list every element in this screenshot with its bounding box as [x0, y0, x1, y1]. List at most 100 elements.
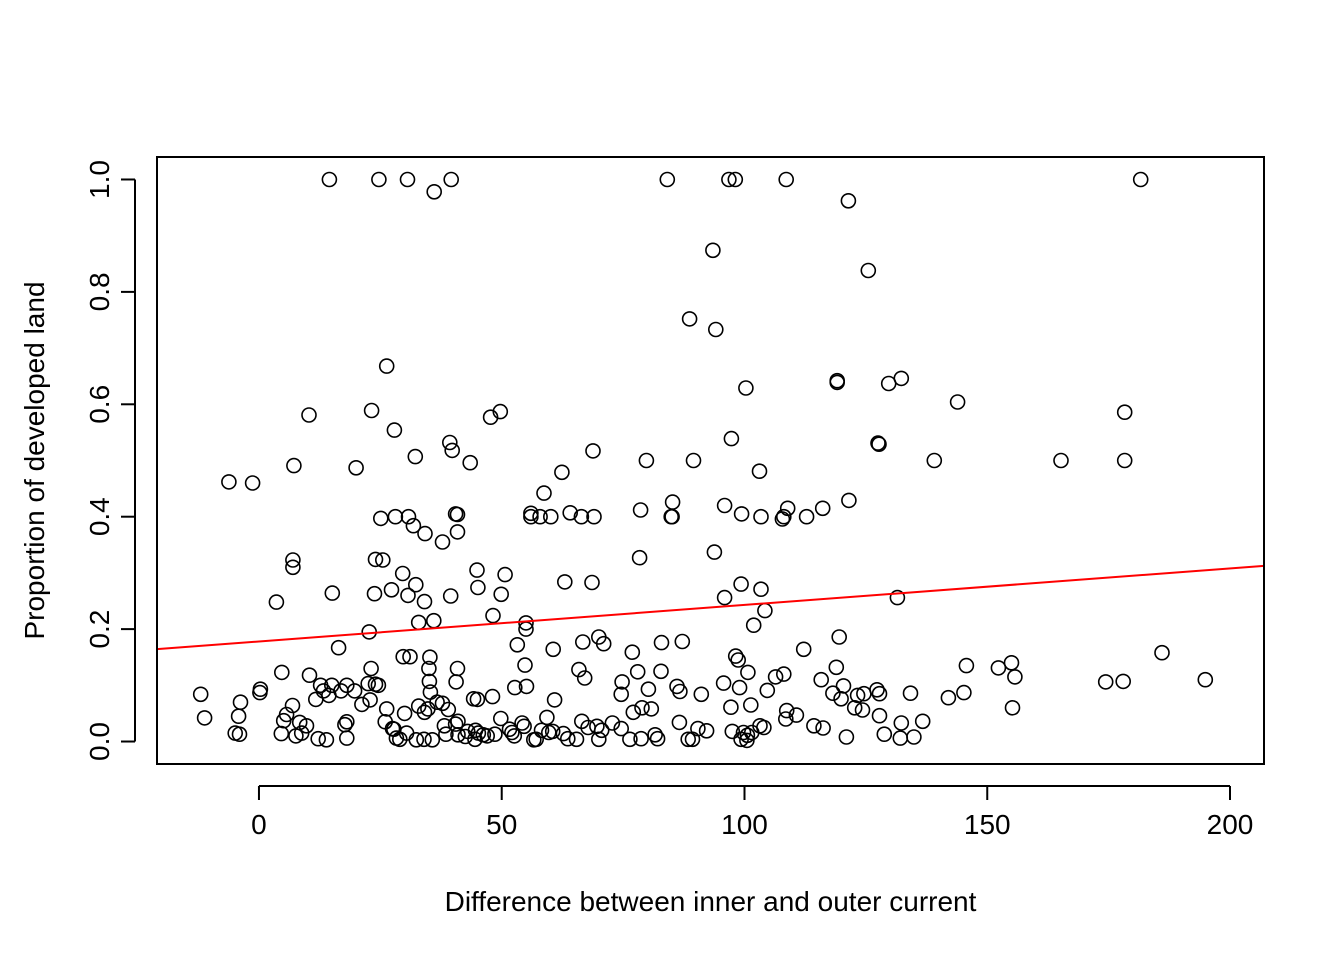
data-point: [742, 697, 759, 713]
data-point: [775, 508, 792, 525]
data-point: [856, 685, 872, 702]
data-point: [386, 721, 402, 738]
data-point: [622, 731, 638, 748]
data-point: [1003, 654, 1020, 671]
data-point: [378, 701, 395, 717]
data-point: [348, 459, 364, 476]
trend-line: [156, 564, 1265, 651]
data-point: [533, 722, 550, 739]
data-point: [492, 710, 509, 727]
data-point: [422, 649, 438, 666]
data-point: [860, 262, 877, 279]
data-point: [450, 726, 466, 743]
data-point: [889, 589, 906, 606]
data-point: [731, 679, 748, 696]
data-point: [321, 171, 338, 188]
data-point: [424, 731, 441, 748]
data-point: [906, 729, 922, 745]
data-point: [625, 704, 642, 721]
data-point: [479, 728, 496, 744]
data-point: [307, 691, 324, 708]
data-point: [743, 724, 760, 741]
data-point: [634, 699, 650, 716]
x-tick-label: 150: [964, 809, 1011, 840]
data-point: [721, 171, 737, 188]
data-point: [231, 726, 248, 743]
data-point: [516, 718, 532, 735]
data-point: [880, 375, 897, 392]
data-point: [828, 659, 845, 676]
y-tick-label: 0.2: [84, 610, 115, 649]
y-tick-label: 1.0: [84, 160, 115, 199]
data-point: [338, 730, 355, 746]
data-point: [421, 660, 437, 677]
data-point: [590, 731, 607, 748]
data-point: [562, 504, 579, 521]
data-point: [399, 171, 416, 188]
data-point: [293, 725, 310, 741]
data-point: [584, 574, 600, 591]
data-point: [1116, 404, 1133, 421]
data-point: [408, 731, 425, 748]
data-point: [730, 652, 747, 668]
y-tick-label: 0.6: [84, 385, 115, 424]
data-point: [815, 720, 831, 736]
data-point: [482, 409, 499, 426]
data-point: [438, 726, 454, 743]
data-point: [698, 722, 715, 739]
data-point: [568, 731, 585, 748]
data-point: [659, 171, 676, 188]
data-point: [814, 500, 831, 517]
data-point: [573, 508, 590, 525]
data-point: [647, 726, 663, 743]
data-point: [870, 435, 886, 451]
data-point: [416, 593, 433, 610]
data-point: [517, 657, 533, 673]
data-point: [367, 676, 384, 693]
data-point: [854, 702, 871, 718]
data-point: [680, 731, 697, 748]
data-point: [716, 589, 733, 606]
data-point: [469, 562, 485, 578]
data-point: [624, 644, 641, 661]
data-point: [774, 511, 791, 527]
data-point: [536, 485, 552, 501]
data-point: [806, 717, 822, 734]
data-point: [585, 443, 601, 459]
data-point: [462, 454, 479, 471]
data-point: [590, 629, 607, 645]
data-point: [778, 702, 795, 719]
y-axis-title: Proportion of developed land: [19, 281, 50, 639]
data-point: [484, 688, 501, 705]
data-point: [829, 374, 846, 391]
data-point: [441, 434, 458, 451]
data-point: [956, 684, 972, 701]
data-point: [354, 696, 370, 713]
data-point: [447, 716, 464, 732]
data-point: [745, 617, 762, 634]
data-point: [252, 684, 268, 701]
data-point: [318, 731, 335, 748]
data-point: [285, 559, 301, 576]
data-point: [1053, 452, 1069, 469]
data-point: [613, 720, 630, 737]
data-point: [405, 517, 422, 534]
data-point: [759, 682, 776, 699]
data-point: [542, 508, 559, 525]
data-point: [470, 579, 486, 596]
data-point: [559, 730, 576, 747]
data-point: [402, 648, 418, 665]
data-point: [301, 407, 317, 423]
data-point: [871, 436, 887, 453]
data-point: [614, 674, 630, 690]
data-point: [395, 648, 412, 665]
data-point: [1097, 674, 1114, 690]
data-point: [613, 686, 630, 703]
data-point: [407, 576, 424, 593]
data-point: [367, 551, 384, 568]
data-point: [518, 678, 535, 695]
data-point: [902, 685, 919, 702]
data-point: [727, 648, 744, 664]
data-point: [940, 689, 957, 706]
